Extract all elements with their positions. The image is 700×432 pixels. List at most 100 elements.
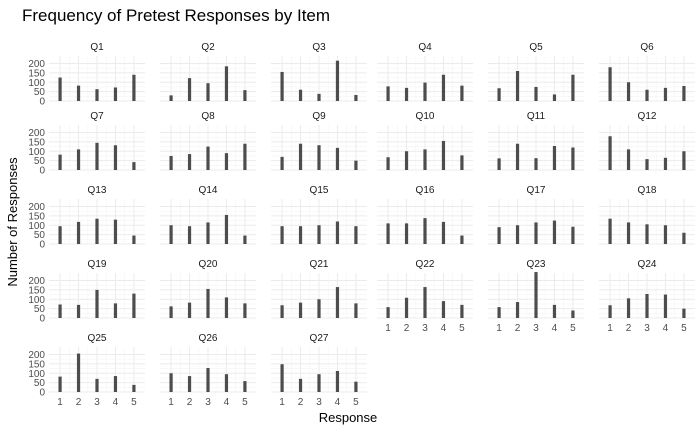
bar-q3-4	[335, 60, 340, 101]
bar-q22-5	[460, 304, 464, 318]
bar-q5-1	[497, 88, 501, 101]
x-tick-label: 2	[515, 323, 521, 334]
bar-q25-2	[76, 353, 81, 392]
x-tick-label: 2	[76, 397, 82, 408]
bar-q17-3	[534, 222, 538, 244]
facet-label: Q11	[527, 111, 546, 122]
bar-q7-5	[132, 162, 136, 170]
bar-q23-4	[552, 304, 557, 318]
facet-label: Q7	[90, 111, 104, 122]
facet-label: Q21	[310, 259, 329, 270]
bar-q9-3	[317, 145, 321, 170]
bar-q18-1	[608, 218, 612, 244]
bar-q7-1	[58, 154, 62, 170]
bar-q21-2	[298, 302, 303, 318]
bar-q18-3	[645, 224, 649, 244]
bar-q26-3	[206, 368, 210, 392]
x-tick-label: 1	[57, 397, 63, 408]
bar-q24-1	[608, 305, 612, 318]
bar-q21-3	[317, 299, 321, 318]
bar-q15-4	[335, 221, 340, 244]
bar-q3-3	[317, 93, 321, 101]
bar-q27-2	[298, 378, 303, 392]
facet-label: Q4	[418, 42, 432, 53]
bar-q5-5	[571, 74, 575, 101]
bar-q18-5	[682, 232, 686, 244]
x-tick-label: 1	[496, 323, 502, 334]
bar-q4-3	[423, 82, 427, 101]
bar-q19-3	[95, 289, 99, 318]
facet-label: Q23	[527, 259, 546, 270]
bar-q2-5	[243, 90, 247, 101]
bar-q12-5	[682, 151, 686, 170]
bar-q17-4	[552, 220, 557, 244]
facet-q16: Q16	[377, 185, 473, 245]
y-tick-label: 0	[39, 240, 45, 251]
bar-q11-5	[571, 147, 575, 170]
bar-q11-4	[552, 146, 557, 170]
y-tick-label: 100	[28, 147, 45, 158]
x-tick-label: 3	[644, 323, 650, 334]
bar-q14-5	[243, 235, 247, 244]
bar-q19-2	[76, 304, 81, 318]
y-tick-label: 150	[28, 211, 45, 222]
facet-label: Q9	[312, 111, 326, 122]
bar-q10-3	[423, 149, 427, 170]
x-tick-label: 5	[131, 397, 137, 408]
facet-label: Q19	[88, 259, 107, 270]
y-tick-label: 0	[39, 314, 45, 325]
bar-q2-4	[224, 66, 229, 101]
y-tick-label: 50	[34, 87, 46, 98]
y-tick-label: 150	[28, 68, 45, 79]
bar-q13-1	[58, 226, 62, 244]
bar-q23-1	[497, 307, 501, 318]
x-tick-label: 4	[552, 323, 558, 334]
facet-q14: Q14	[160, 185, 256, 245]
bar-q7-4	[113, 145, 118, 170]
bar-q8-1	[169, 155, 173, 170]
facet-label: Q14	[199, 185, 218, 196]
bar-q16-2	[404, 223, 409, 244]
bar-q26-1	[169, 373, 173, 392]
bar-q9-2	[298, 143, 303, 170]
bar-q1-4	[113, 87, 118, 101]
y-tick-label: 150	[28, 359, 45, 370]
bar-q4-4	[441, 74, 446, 101]
bar-q15-2	[298, 226, 303, 244]
bar-q20-2	[187, 302, 192, 318]
y-tick-label: 200	[28, 276, 45, 287]
facet-label: Q27	[310, 333, 329, 344]
bar-q8-5	[243, 143, 247, 170]
bar-q24-3	[645, 294, 649, 318]
bar-q12-1	[608, 136, 612, 170]
y-tick-label: 150	[28, 285, 45, 296]
x-tick-label: 5	[242, 397, 248, 408]
x-tick-label: 5	[570, 323, 576, 334]
bar-q9-4	[335, 147, 340, 170]
facet-q10: Q10	[377, 111, 473, 171]
bar-q14-2	[187, 226, 192, 244]
bar-q16-4	[441, 221, 446, 244]
bar-q14-3	[206, 222, 210, 244]
bar-q24-4	[663, 294, 668, 318]
x-axis-title: Response	[319, 410, 378, 425]
facet-q15: Q15	[271, 185, 367, 245]
x-tick-label: 2	[626, 323, 632, 334]
bar-q5-3	[534, 86, 538, 101]
bar-q19-5	[132, 293, 136, 318]
facet-label: Q2	[201, 42, 215, 53]
facet-q17: Q17	[488, 185, 584, 245]
bar-q1-1	[58, 77, 62, 101]
bar-q22-4	[441, 301, 446, 318]
x-tick-label: 1	[607, 323, 613, 334]
x-tick-label: 3	[422, 323, 428, 334]
bar-q20-4	[224, 297, 229, 318]
x-tick-label: 4	[663, 323, 669, 334]
facet-label: Q8	[201, 111, 215, 122]
bar-q26-5	[243, 381, 247, 392]
bar-q19-4	[113, 303, 118, 318]
bar-q8-2	[187, 154, 192, 170]
bar-q10-4	[441, 140, 446, 170]
facet-q2: Q2	[160, 42, 256, 102]
